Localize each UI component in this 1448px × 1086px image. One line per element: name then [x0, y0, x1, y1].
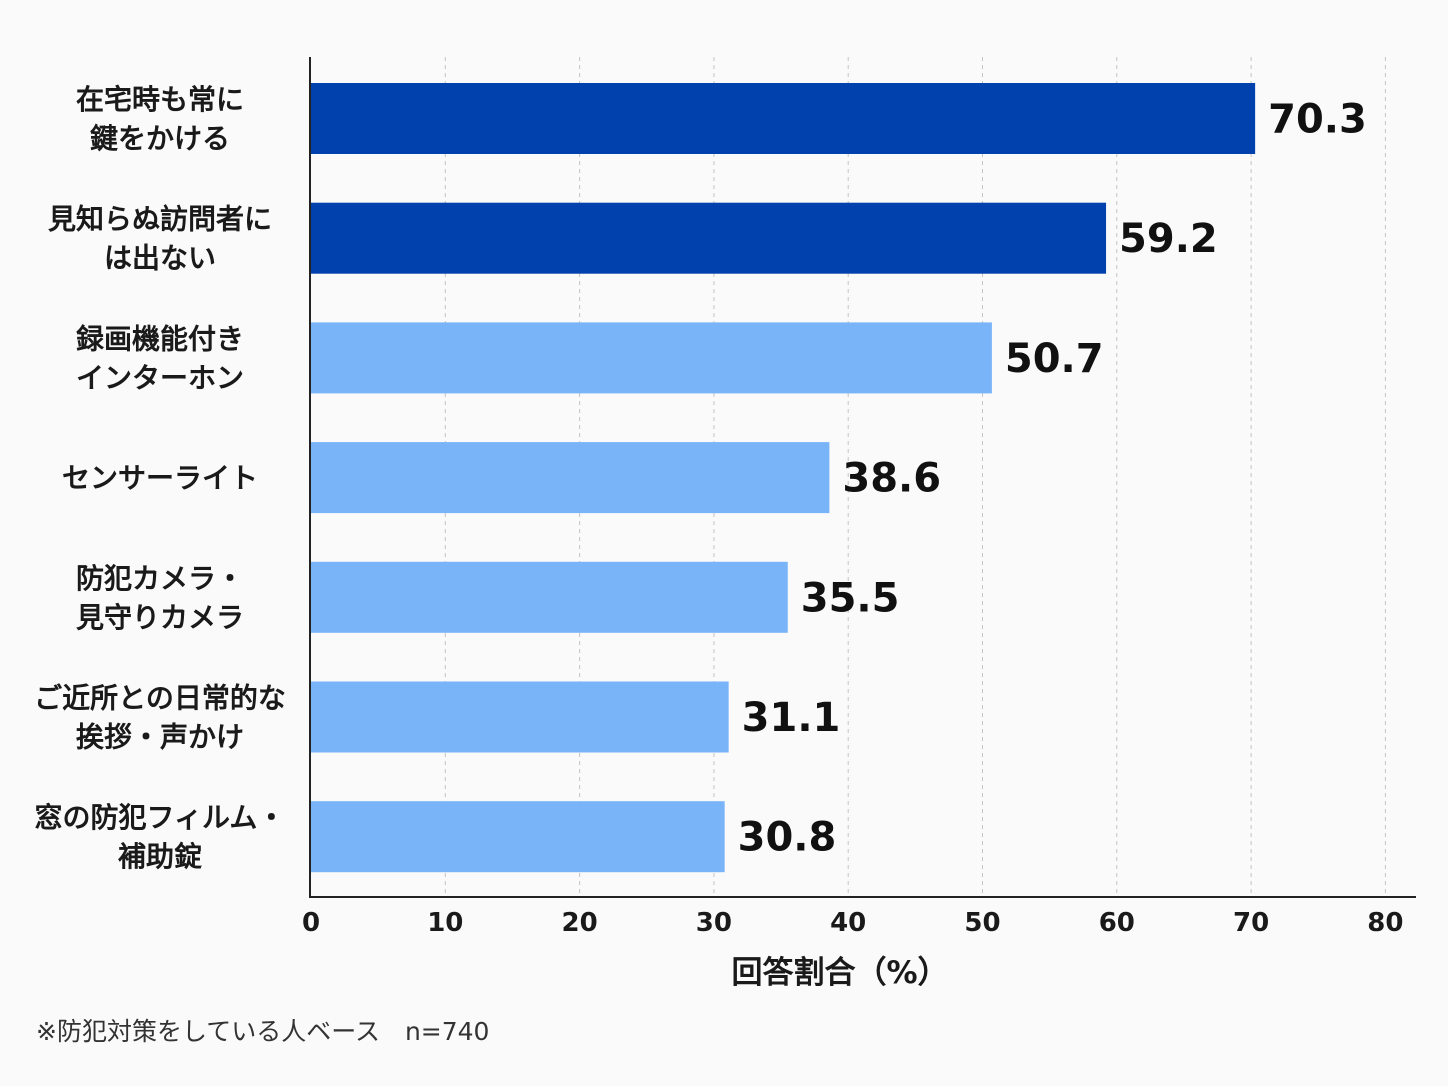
x-tick-label-50: 50	[964, 908, 1000, 938]
category-label-0: 在宅時も常に鍵をかける	[76, 83, 244, 155]
value-label-6: 30.8	[738, 815, 837, 861]
category-label-6-line-1: 補助錠	[117, 840, 202, 873]
x-tick-label-40: 40	[830, 908, 866, 938]
x-tick-label-70: 70	[1233, 908, 1269, 938]
x-tick-label-80: 80	[1367, 908, 1403, 938]
x-tick-label-60: 60	[1099, 908, 1135, 938]
category-label-5-line-0: ご近所との日常的な	[34, 682, 286, 715]
category-label-4: 防犯カメラ・見守りカメラ	[76, 562, 244, 634]
category-label-3: センサーライト	[62, 462, 258, 495]
category-label-4-line-0: 防犯カメラ・	[76, 562, 244, 595]
category-label-1: 見知らぬ訪問者には出ない	[48, 203, 272, 275]
category-label-5-line-1: 挨拶・声かけ	[76, 721, 244, 754]
category-label-1-line-0: 見知らぬ訪問者に	[48, 203, 272, 236]
category-label-2-line-1: インターホン	[76, 361, 244, 394]
x-tick-label-30: 30	[696, 908, 732, 938]
category-label-0-line-0: 在宅時も常に	[76, 83, 244, 116]
bar-6	[311, 801, 725, 873]
bar-4	[311, 561, 788, 633]
bar-1	[311, 202, 1107, 274]
x-tick-labels: 0 10 20 30 40 50 60 70 80	[302, 908, 1404, 938]
category-label-4-line-1: 見守りカメラ	[76, 601, 244, 634]
category-label-6-line-0: 窓の防犯フィルム・	[35, 801, 286, 834]
bar-3	[311, 442, 830, 514]
category-label-5: ご近所との日常的な挨拶・声かけ	[34, 682, 286, 754]
x-tick-label-20: 20	[562, 908, 598, 938]
category-label-2-line-0: 録画機能付き	[76, 322, 244, 355]
category-label-6: 窓の防犯フィルム・補助錠	[35, 801, 286, 873]
category-label-1-line-1: は出ない	[104, 242, 216, 275]
value-label-3: 38.6	[842, 456, 941, 502]
category-labels: 在宅時も常に鍵をかける見知らぬ訪問者には出ない録画機能付きインターホンセンサーラ…	[34, 83, 286, 873]
x-tick-label-0: 0	[302, 908, 320, 938]
value-label-0: 70.3	[1268, 97, 1367, 143]
axes	[309, 57, 1416, 898]
bar-0	[311, 83, 1256, 154]
category-label-3-line-0: センサーライト	[62, 462, 258, 495]
x-tick-label-10: 10	[427, 908, 463, 938]
x-axis-title: 回答割合（%）	[731, 955, 948, 991]
value-labels: 70.3 59.2 50.7 38.6 35.5 31.1 30.8	[738, 97, 1367, 861]
category-label-2: 録画機能付きインターホン	[76, 322, 244, 394]
footnote: ※防犯対策をしている人ベース n=740	[36, 1017, 490, 1046]
bars	[311, 83, 1256, 873]
value-label-1: 59.2	[1119, 216, 1218, 262]
value-label-4: 35.5	[801, 575, 900, 621]
value-label-5: 31.1	[742, 695, 841, 741]
bar-5	[311, 681, 729, 753]
bar-2	[311, 322, 992, 394]
value-label-2: 50.7	[1005, 336, 1104, 382]
category-label-0-line-1: 鍵をかける	[90, 122, 230, 155]
